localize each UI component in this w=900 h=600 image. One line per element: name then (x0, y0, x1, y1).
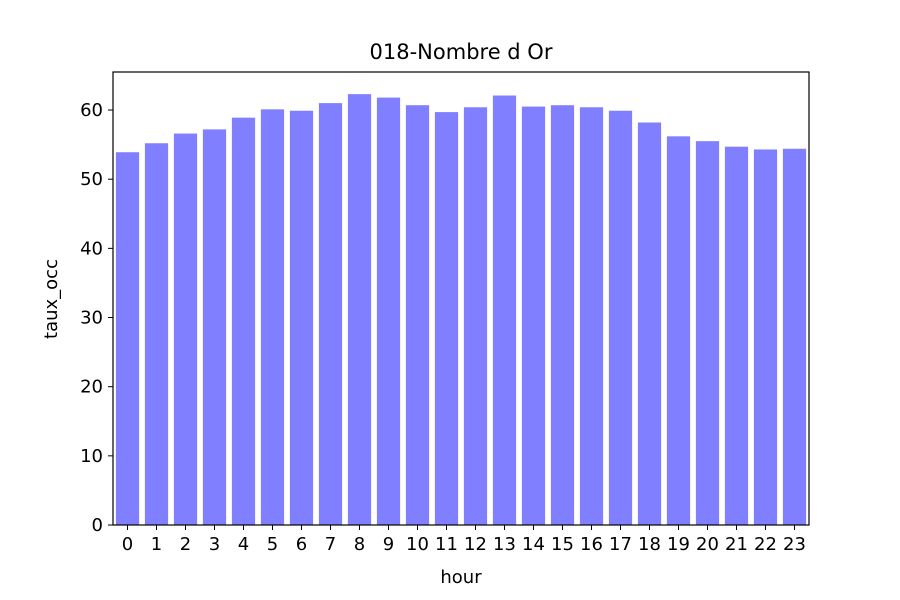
bar-hour-6 (289, 110, 314, 525)
bar-hour-18 (637, 122, 662, 526)
x-tick-label: 0 (122, 534, 133, 555)
bar-hour-20 (695, 141, 720, 525)
x-tick-label: 4 (238, 534, 249, 555)
x-tick-label: 20 (696, 534, 719, 555)
x-tick-label: 6 (296, 534, 307, 555)
x-tick-label: 22 (754, 534, 777, 555)
x-tick-label: 13 (493, 534, 516, 555)
bar-hour-9 (376, 97, 401, 525)
y-tick-label: 30 (80, 308, 103, 329)
bars-group (115, 94, 807, 526)
x-tick-label: 14 (522, 534, 545, 555)
bar-hour-11 (434, 112, 459, 526)
x-tick-label: 8 (354, 534, 365, 555)
bar-hour-23 (782, 148, 807, 525)
y-tick-label: 0 (92, 515, 103, 536)
bar-hour-3 (202, 129, 227, 525)
bar-hour-16 (579, 107, 604, 526)
y-tick-label: 20 (80, 377, 103, 398)
y-tick-label: 40 (80, 238, 103, 259)
bar-hour-0 (115, 152, 140, 526)
x-axis-ticks: 0 1 2 3 4 5 6 7 8 9 10 11 12 13 14 15 16 17 18 19 20 21 22 23 (122, 525, 806, 555)
x-tick-label: 7 (325, 534, 336, 555)
chart-title: 018-Nombre d Or (370, 40, 553, 64)
bar-hour-12 (463, 107, 488, 526)
x-tick-label: 12 (464, 534, 487, 555)
bar-hour-22 (753, 149, 778, 525)
bar-hour-10 (405, 105, 430, 525)
x-tick-label: 2 (180, 534, 191, 555)
x-tick-label: 9 (383, 534, 394, 555)
bar-hour-17 (608, 110, 633, 525)
bar-hour-15 (550, 105, 575, 525)
x-tick-label: 5 (267, 534, 278, 555)
x-axis-label: hour (440, 567, 482, 588)
bar-hour-14 (521, 106, 546, 525)
y-axis-ticks: 0 10 20 30 40 50 60 (80, 100, 113, 536)
bar-hour-2 (173, 133, 198, 526)
bar-hour-7 (318, 103, 343, 526)
x-tick-label: 17 (609, 534, 632, 555)
bar-hour-1 (144, 143, 169, 526)
y-tick-label: 10 (80, 446, 103, 467)
bar-hour-5 (260, 109, 285, 525)
bar-hour-19 (666, 136, 691, 525)
bar-hour-13 (492, 95, 517, 525)
bar-hour-21 (724, 146, 749, 525)
x-tick-label: 10 (406, 534, 429, 555)
y-axis-label: taux_occ (41, 259, 62, 339)
bar-hour-8 (347, 94, 372, 525)
y-tick-label: 50 (80, 169, 103, 190)
plot-frame (112, 71, 810, 526)
bar-hour-4 (231, 117, 256, 526)
x-tick-label: 21 (725, 534, 748, 555)
x-tick-label: 16 (580, 534, 603, 555)
x-tick-label: 11 (435, 534, 458, 555)
x-tick-label: 18 (638, 534, 661, 555)
y-tick-label: 60 (80, 100, 103, 121)
x-tick-label: 19 (667, 534, 690, 555)
x-tick-label: 15 (551, 534, 574, 555)
x-tick-label: 3 (209, 534, 220, 555)
x-tick-label: 1 (151, 534, 162, 555)
x-tick-label: 23 (783, 534, 806, 555)
